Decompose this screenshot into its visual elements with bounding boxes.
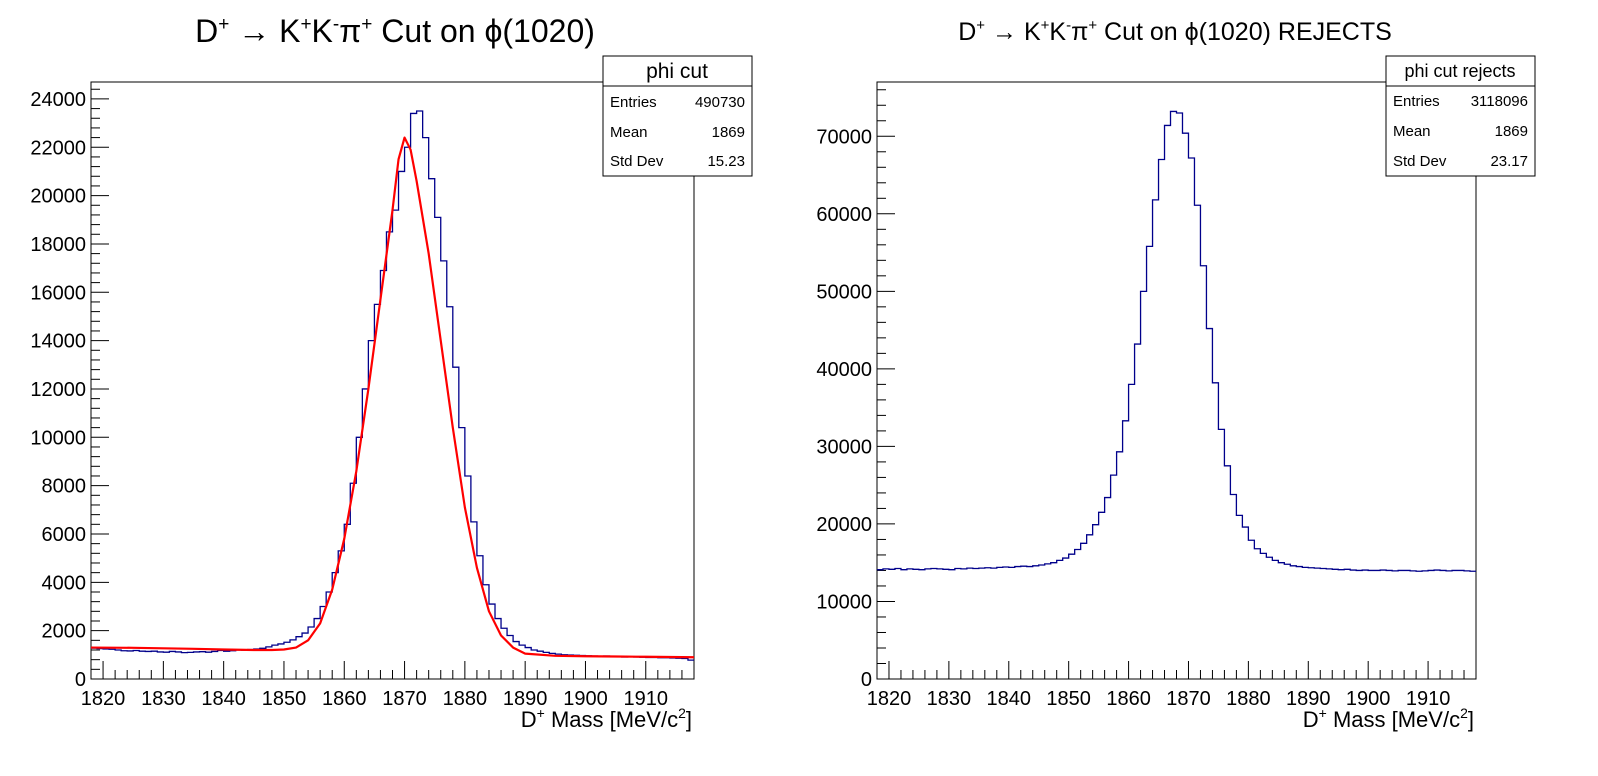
stats-label: Mean [610,124,648,141]
y-tick-label: 60000 [816,204,872,226]
x-axis-label: D+ Mass [MeV/c2] [1303,705,1474,732]
x-tick-label: 1840 [201,688,246,710]
x-tick-label: 1860 [1106,688,1151,710]
chart-right: D+ → K+K-π+ Cut on ϕ(1020) REJECTS 1820 1… [816,17,1536,732]
stats-label: Std Dev [1393,153,1447,170]
stats-label: Entries [610,94,657,111]
stats-label: Mean [1393,123,1431,140]
stats-value: 15.23 [707,153,745,170]
x-tick-label: 1830 [141,688,186,710]
axis-ticks: 1820 1830 1840 1850 1860 1870 1880 1890 1900 1910… [30,88,695,710]
y-tick-label: 18000 [30,234,86,256]
axis-ticks: 1820 1830 1840 1850 1860 1870 1880 1890 1900 1910… [816,89,1477,710]
y-tick-label: 20000 [816,514,872,536]
stats-box-title: phi cut [646,60,708,83]
chart-right-title: D+ → K+K-π+ Cut on ϕ(1020) REJECTS [958,17,1392,46]
histogram-line [91,110,694,661]
stats-label: Std Dev [610,153,664,170]
x-tick-label: 1860 [322,688,367,710]
x-tick-label: 1910 [1406,688,1451,710]
y-tick-label: 4000 [42,572,87,594]
y-tick-label: 50000 [816,281,872,303]
x-tick-label: 1850 [262,688,307,710]
x-tick-label: 1840 [987,688,1032,710]
y-tick-label: 30000 [816,436,872,458]
x-tick-label: 1890 [503,688,548,710]
stats-box-title: phi cut rejects [1404,61,1515,81]
stats-box: phi cut rejects Entries 3118096 Mean 186… [1385,55,1536,177]
y-tick-label: 6000 [42,524,87,546]
histogram-line [877,110,1476,572]
y-tick-label: 14000 [30,331,86,353]
stats-label: Entries [1393,93,1440,110]
x-tick-label: 1820 [867,688,912,710]
y-tick-label: 24000 [30,89,86,111]
x-tick-label: 1820 [81,688,126,710]
y-tick-label: 40000 [816,359,872,381]
y-tick-label: 70000 [816,126,872,148]
x-tick-label: 1880 [1226,688,1271,710]
y-tick-label: 16000 [30,282,86,304]
y-tick-label: 0 [75,669,86,691]
y-tick-label: 0 [861,669,872,691]
y-tick-label: 8000 [42,476,87,498]
y-tick-label: 2000 [42,621,87,643]
y-tick-label: 10000 [816,591,872,613]
fit-curve [90,136,695,659]
x-tick-label: 1890 [1286,688,1331,710]
stats-value: 490730 [695,94,745,111]
chart-left: D+ → K+K-π+ Cut on ϕ(1020) 1820 1830 1840 1… [30,13,753,732]
x-tick-label: 1910 [624,688,669,710]
y-tick-label: 20000 [30,186,86,208]
x-axis-label: D+ Mass [MeV/c2] [521,705,692,732]
y-tick-label: 10000 [30,427,86,449]
x-tick-label: 1870 [1166,688,1211,710]
data-marks [877,110,1476,572]
y-tick-label: 22000 [30,137,86,159]
stats-value: 23.17 [1490,153,1528,170]
data-marks [90,110,695,661]
stats-value: 1869 [1495,123,1528,140]
x-tick-label: 1830 [927,688,972,710]
x-tick-label: 1900 [563,688,608,710]
y-tick-label: 12000 [30,379,86,401]
x-tick-label: 1850 [1046,688,1091,710]
stats-value: 1869 [712,124,745,141]
x-tick-label: 1870 [382,688,427,710]
x-tick-label: 1880 [443,688,488,710]
stats-value: 3118096 [1471,93,1528,110]
stats-box: phi cut Entries 490730 Mean 1869 Std Dev… [602,55,753,177]
chart-left-title: D+ → K+K-π+ Cut on ϕ(1020) [195,13,595,49]
x-tick-label: 1900 [1346,688,1391,710]
